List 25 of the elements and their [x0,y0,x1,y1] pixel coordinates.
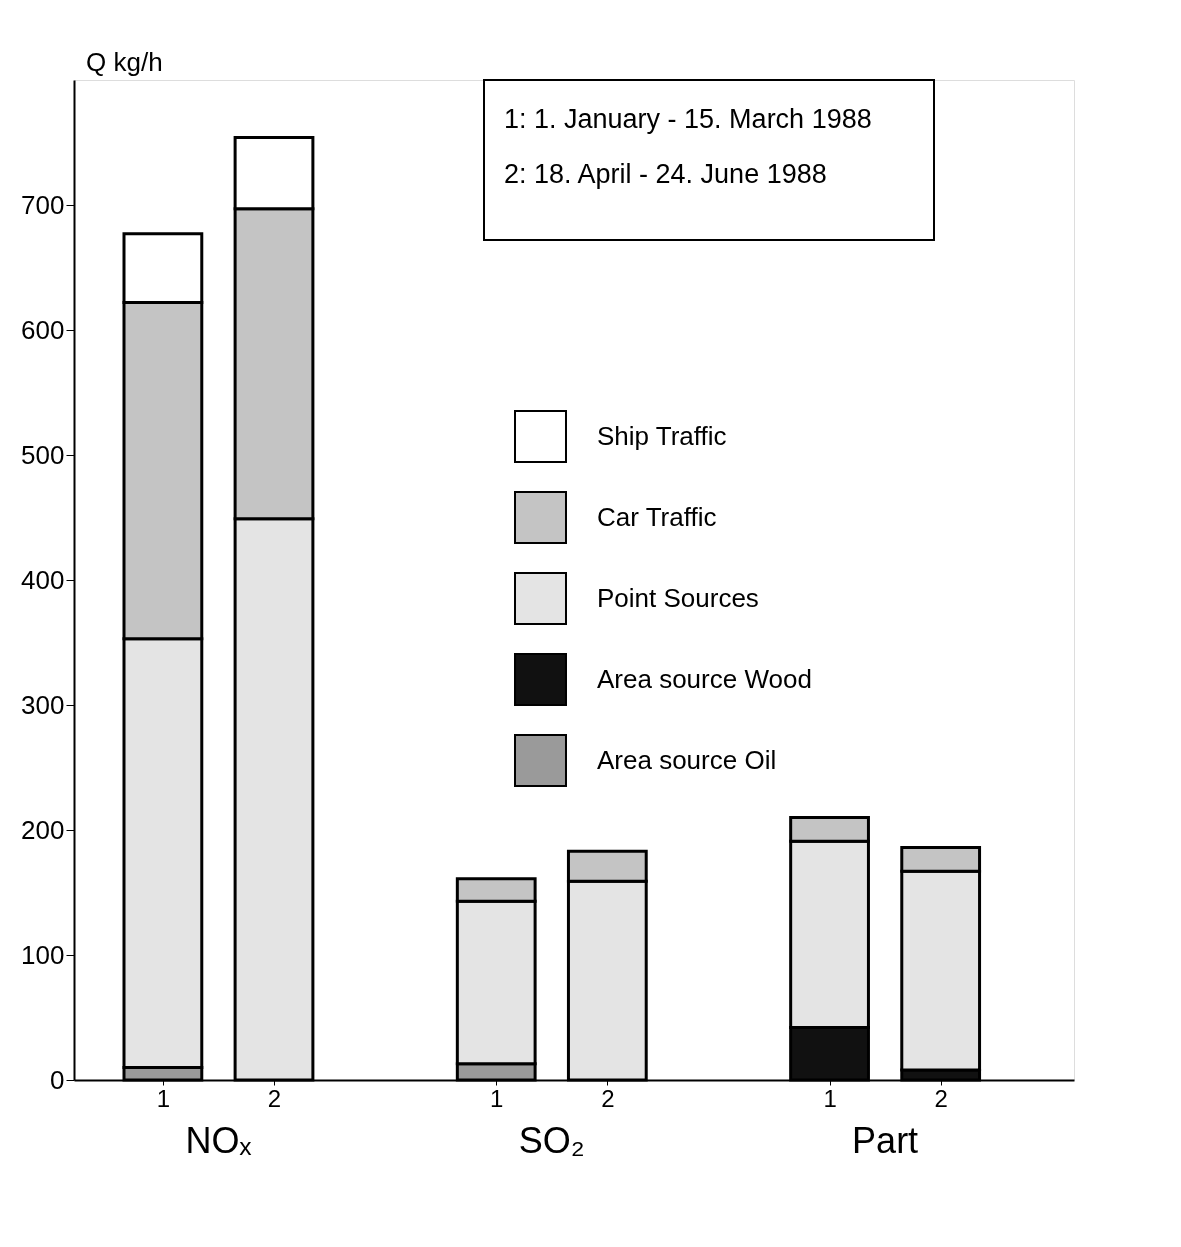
annotation: 2: 18. April - 24. June 1988 [504,159,827,189]
y-tick-label: 0 [50,1064,65,1095]
x-tick-label: 1 [490,1084,504,1112]
legend-label: Ship Traffic [597,420,727,451]
text: SO₂ [518,1120,585,1161]
y-tick-label: 500 [21,439,65,470]
x-tick-label: 2 [601,1084,615,1112]
y-tick-label: 600 [21,314,65,345]
annotation: 1: 1. January - 15. March 1988 [504,104,872,134]
legend-label: Area source Wood [597,663,812,694]
y-tick-label: 700 [21,189,65,220]
y-tick-label: 300 [21,689,65,720]
y-tick-label: 400 [21,564,65,595]
y-tick-label: 200 [21,814,65,845]
legend-label: Point Sources [597,582,759,613]
x-tick-label: 2 [267,1084,282,1112]
y-tick-label: 100 [21,939,65,970]
x-tick-label: 2 [934,1084,948,1112]
text: Part [852,1120,919,1161]
x-tick-label: 1 [156,1084,171,1112]
y-axis-title: Q kg/h [86,47,163,77]
x-tick-label: 1 [823,1084,837,1112]
text: NOₓ [185,1120,252,1161]
legend-label: Area source Oil [597,744,777,775]
legend-label: Car Traffic [597,501,717,532]
